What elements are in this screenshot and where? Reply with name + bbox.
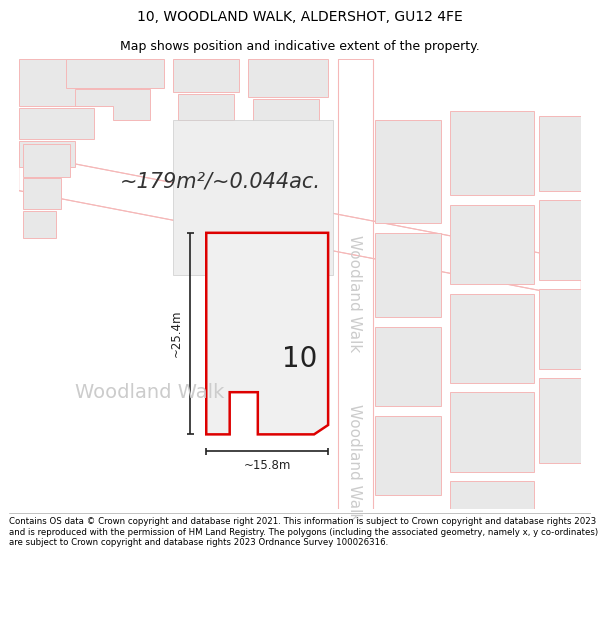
Text: Contains OS data © Crown copyright and database right 2021. This information is : Contains OS data © Crown copyright and d… xyxy=(9,518,598,548)
Polygon shape xyxy=(173,120,333,275)
Polygon shape xyxy=(65,59,164,88)
Polygon shape xyxy=(19,153,581,298)
Polygon shape xyxy=(253,99,319,129)
Polygon shape xyxy=(206,232,328,434)
Text: Map shows position and indicative extent of the property.: Map shows position and indicative extent… xyxy=(120,40,480,52)
Polygon shape xyxy=(248,59,328,97)
Polygon shape xyxy=(19,141,75,167)
Polygon shape xyxy=(19,108,94,139)
Text: ~25.4m: ~25.4m xyxy=(170,310,183,358)
Polygon shape xyxy=(450,205,535,284)
Polygon shape xyxy=(539,200,581,280)
Text: Woodland Walk: Woodland Walk xyxy=(76,382,224,402)
Text: 10, WOODLAND WALK, ALDERSHOT, GU12 4FE: 10, WOODLAND WALK, ALDERSHOT, GU12 4FE xyxy=(137,9,463,24)
Polygon shape xyxy=(539,289,581,369)
Polygon shape xyxy=(450,111,535,195)
Polygon shape xyxy=(450,392,535,472)
Polygon shape xyxy=(450,294,535,382)
Polygon shape xyxy=(23,144,70,176)
Polygon shape xyxy=(450,481,535,509)
Polygon shape xyxy=(375,416,440,495)
Text: ~15.8m: ~15.8m xyxy=(244,459,291,472)
Polygon shape xyxy=(375,326,440,406)
Polygon shape xyxy=(338,59,373,509)
Polygon shape xyxy=(375,120,440,223)
Polygon shape xyxy=(539,378,581,462)
Text: 10: 10 xyxy=(283,346,317,373)
Polygon shape xyxy=(173,59,239,92)
Polygon shape xyxy=(375,232,440,317)
Text: Woodland Walk: Woodland Walk xyxy=(347,235,362,352)
Text: ~179m²/~0.044ac.: ~179m²/~0.044ac. xyxy=(120,171,321,191)
Text: Woodland Walk: Woodland Walk xyxy=(347,404,362,521)
Polygon shape xyxy=(178,94,235,120)
Polygon shape xyxy=(75,89,150,120)
Polygon shape xyxy=(23,211,56,238)
Polygon shape xyxy=(19,59,140,106)
Polygon shape xyxy=(23,179,61,209)
Polygon shape xyxy=(539,116,581,191)
